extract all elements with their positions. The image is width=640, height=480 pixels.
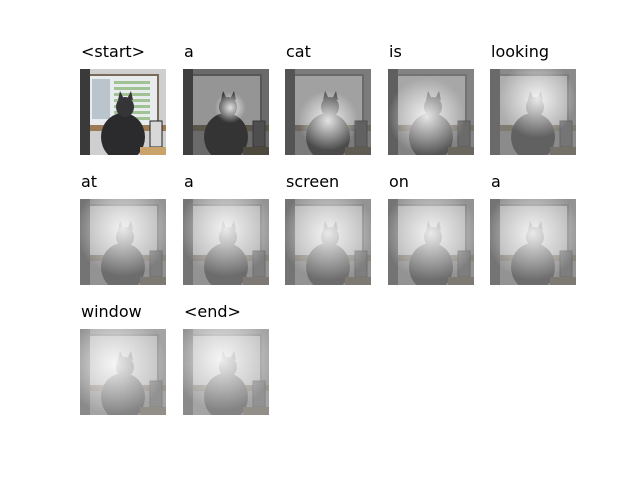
- attention-map-image: [285, 69, 371, 155]
- word-label: <end>: [184, 302, 241, 321]
- word-label: a: [184, 172, 194, 191]
- word-panel: window: [80, 302, 166, 415]
- attention-map-image: [490, 199, 576, 285]
- attention-map-image: [285, 199, 371, 285]
- word-panel: at: [80, 172, 166, 285]
- word-panel: a: [183, 172, 269, 285]
- original-image: [80, 69, 166, 155]
- attention-map-image: [490, 69, 576, 155]
- attention-map-image: [388, 199, 474, 285]
- attention-map-image: [183, 199, 269, 285]
- word-label: a: [184, 42, 194, 61]
- word-label: window: [81, 302, 142, 321]
- word-panel: on: [388, 172, 474, 285]
- word-label: looking: [491, 42, 550, 61]
- word-panel: a: [490, 172, 576, 285]
- word-label: screen: [286, 172, 340, 191]
- word-panel: a: [183, 42, 269, 155]
- word-label: is: [389, 42, 402, 61]
- word-panel: screen: [285, 172, 371, 285]
- attention-map-image: [388, 69, 474, 155]
- word-panel: <end>: [183, 302, 269, 415]
- attention-map-image: [183, 69, 269, 155]
- word-panel: looking: [490, 42, 576, 155]
- attention-map-image: [183, 329, 269, 415]
- word-label: on: [389, 172, 409, 191]
- word-panel: cat: [285, 42, 371, 155]
- word-panel: is: [388, 42, 474, 155]
- attention-map-image: [80, 329, 166, 415]
- attention-map-image: [80, 199, 166, 285]
- word-label: cat: [286, 42, 311, 61]
- word-label: at: [81, 172, 98, 191]
- word-label: a: [491, 172, 501, 191]
- word-panel: <start>: [80, 42, 166, 155]
- word-label: <start>: [81, 42, 146, 61]
